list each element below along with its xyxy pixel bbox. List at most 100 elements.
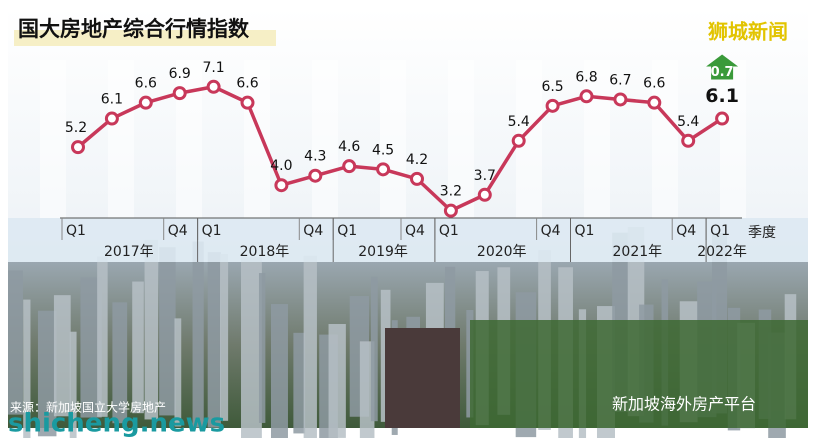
x-group-label: 2022年 [697,244,747,260]
building [112,302,128,424]
light-column [584,60,610,218]
building [174,318,182,427]
value-label: 6.9 [169,66,191,82]
point [410,171,424,186]
value-label: 6.6 [643,76,665,92]
x-tick-label: Q1 [66,223,86,239]
building [37,310,57,437]
point [240,95,255,110]
point [104,111,119,126]
tower [385,328,460,428]
point [681,133,696,148]
point [647,95,662,110]
x-tick-label: Q4 [168,223,188,239]
value-label: 5.2 [65,120,87,136]
x-group-label: 2020年 [477,244,527,260]
title-highlight [14,30,276,46]
light-column [108,60,134,218]
building [328,324,346,438]
building [97,256,108,417]
annotation-arrow [706,54,739,80]
x-tick-label: Q1 [710,223,730,239]
point [138,95,153,110]
light-column [312,60,338,218]
value-label: 6.8 [575,69,597,85]
value-label: 6.1 [705,85,739,107]
building [53,295,71,417]
building [23,299,31,438]
building [69,331,77,438]
x-tick-label: Q4 [303,223,323,239]
building [241,257,262,438]
watermark: 新加坡海外房产平台 [612,395,756,414]
city-background [8,60,808,438]
point [545,98,560,113]
light-column [176,60,202,218]
light-column [380,60,406,218]
value-label: 6.1 [101,92,123,108]
point [511,133,526,148]
point [715,111,730,126]
x-tick-label: Q1 [202,223,222,239]
building [144,239,159,420]
building [466,309,474,418]
building [8,270,23,415]
point [376,162,391,177]
building [159,247,176,416]
x-tick-label: Q4 [405,223,425,239]
point [342,159,357,174]
building [258,273,266,423]
building [370,276,378,422]
building [270,304,288,438]
x-tick-label: Q1 [439,223,459,239]
value-label: 6.6 [135,76,157,92]
annotation: 0.7 [711,65,734,80]
x-group-label: 2017年 [104,244,154,260]
building [219,253,229,421]
light-column [244,60,270,218]
x-group-label: 2018年 [240,244,290,260]
chart-title: 国大房地产综合行情指数 [18,17,250,41]
point [172,86,187,101]
value-label: 4.5 [372,142,394,158]
building [132,281,144,414]
building [303,255,317,438]
x-tick-label: Q4 [541,223,561,239]
x-axis-band [8,218,808,262]
value-label: 6.6 [236,76,258,92]
watermark: shicheng.news [8,409,225,438]
light-column [720,60,746,218]
point [579,89,594,104]
point [274,178,289,193]
value-label: 7.1 [202,60,224,76]
value-label: 4.2 [406,152,428,168]
point [308,168,323,183]
value-label: 3.2 [440,184,462,200]
value-label: 4.0 [270,158,292,174]
value-label: 5.4 [677,114,699,130]
building [192,241,204,428]
building [359,341,375,438]
light-column [448,60,474,218]
point [71,140,85,155]
value-label: 4.6 [338,139,360,155]
greenery [470,320,808,428]
value-label: 6.7 [609,72,631,88]
x-tick-label: Q4 [676,223,696,239]
x-tick-label: Q1 [575,223,595,239]
watermark: 狮城新闻 [708,20,788,44]
x-axis-label: 季度 [748,225,776,241]
point [613,92,628,107]
light-column [652,60,678,218]
point [206,79,221,94]
value-label: 6.5 [541,79,563,95]
point [477,187,492,202]
value-label: 5.4 [508,114,530,130]
source: 来源：新加坡国立大学房地产 [10,400,166,415]
x-group-label: 2019年 [358,244,408,260]
value-label: 4.3 [304,149,326,165]
light-column [40,60,66,218]
x-group-label: 2021年 [613,244,663,260]
x-tick-label: Q1 [337,223,357,239]
